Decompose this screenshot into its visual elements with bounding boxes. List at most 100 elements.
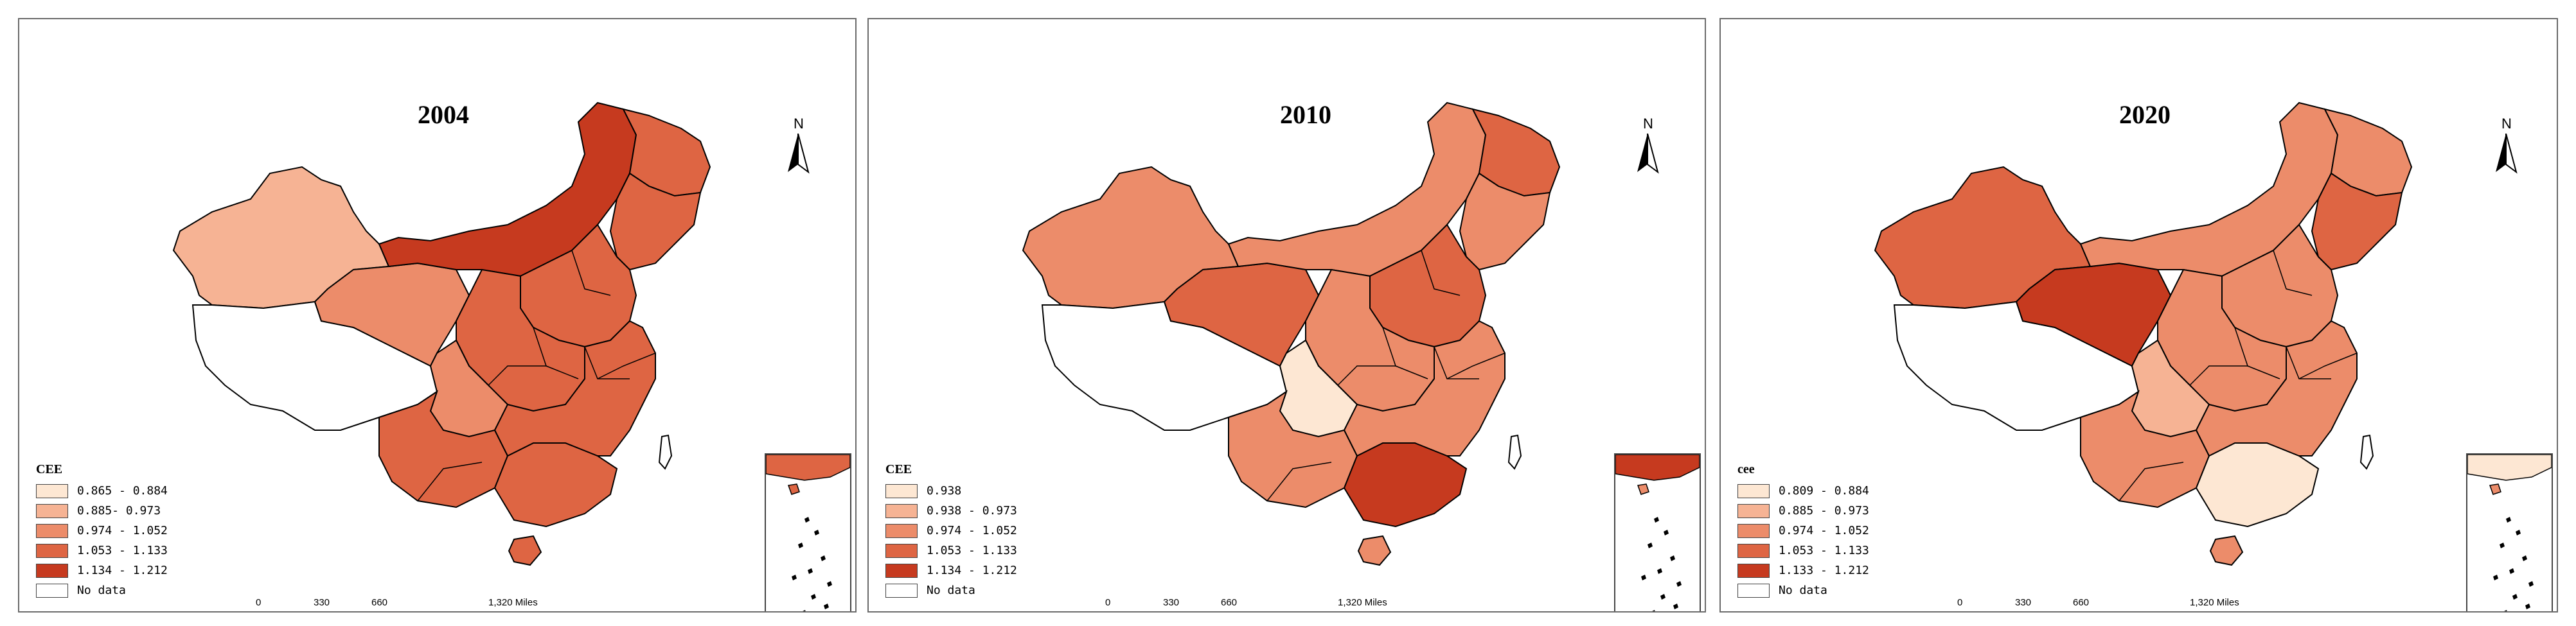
legend-item: 1.053 - 1.133 (36, 541, 168, 561)
legend-item: 1.053 - 1.133 (1737, 541, 1869, 561)
scale-label: 660 (2073, 597, 2090, 608)
legend-title: cee (1737, 462, 1755, 476)
legend-label: 0.974 - 1.052 (1779, 524, 1869, 537)
scale-label: 660 (371, 597, 388, 608)
legend-label: 1.053 - 1.133 (1779, 544, 1869, 557)
map-panel-2010: 2010 N CEE 0.938 0.938 - 0.973 0.974 - 1.052 1… (867, 18, 1706, 613)
legend-item: No data (1737, 580, 1869, 600)
legend-label: 0.885- 0.973 (77, 504, 161, 517)
scale-label: 330 (2015, 597, 2032, 608)
south-china-sea-inset (1614, 453, 1701, 611)
scale-bar: 0 330 660 1,320 Miles (256, 597, 565, 611)
legend-swatch (885, 583, 918, 598)
legend-swatch (1737, 543, 1770, 558)
legend-swatch (1737, 483, 1770, 498)
province-border (1337, 365, 1396, 386)
legend-label: 1.133 - 1.212 (1779, 564, 1869, 577)
scale-label: 0 (256, 597, 262, 608)
map-year-title: 2004 (418, 100, 469, 129)
legend-item: 1.133 - 1.212 (1737, 561, 1869, 580)
map-legend: cee 0.809 - 0.884 0.885 - 0.973 0.974 - 1.0… (1737, 462, 1869, 600)
scale-label: 330 (314, 597, 330, 608)
north-label: N (1643, 116, 1653, 132)
north-arrow-icon: N (1633, 116, 1672, 180)
legend-item: 1.134 - 1.212 (885, 561, 1017, 580)
region-taiwan (658, 434, 673, 470)
scale-label: 1,320 Miles (1338, 597, 1387, 608)
legend-swatch (36, 543, 68, 558)
legend-label: 0.865 - 0.884 (77, 484, 168, 498)
province-border (2189, 365, 2248, 386)
region-hainan (2209, 535, 2244, 566)
legend-label: 1.053 - 1.133 (77, 544, 168, 557)
legend-swatch (36, 483, 68, 498)
map-legend: CEE 0.938 0.938 - 0.973 0.974 - 1.052 1.053 … (885, 462, 1017, 600)
china-map (172, 101, 711, 566)
region-east (493, 320, 656, 457)
legend-item: 1.053 - 1.133 (885, 541, 1017, 561)
scale-label: 330 (1163, 597, 1180, 608)
legend-item: 0.809 - 0.884 (1737, 481, 1869, 501)
region-hainan (1357, 535, 1392, 566)
legend-label: 0.974 - 1.052 (77, 524, 168, 537)
scale-bar: 0 330 660 1,320 Miles (1105, 597, 1415, 611)
north-arrow-icon: N (2492, 116, 2530, 180)
legend-swatch (1737, 523, 1770, 538)
province-border (1446, 352, 1506, 379)
south-china-sea-inset (2466, 453, 2553, 611)
map-year-title: 2020 (2119, 100, 2171, 129)
map-panel-2004: 2004 N CEE 0.865 - 0.884 0.885- 0.973 0.974 -… (18, 18, 857, 613)
legend-swatch (36, 583, 68, 598)
province-border (571, 250, 611, 296)
legend-label: 1.134 - 1.212 (927, 564, 1017, 577)
region-east (2195, 320, 2358, 457)
legend-label: No data (927, 584, 975, 597)
region-east (1343, 320, 1506, 457)
province-border (597, 352, 656, 379)
legend-swatch (1737, 503, 1770, 518)
region-northeast (2311, 172, 2403, 271)
legend-item: 0.885 - 0.973 (1737, 501, 1869, 521)
scale-label: 0 (1105, 597, 1111, 608)
legend-label: No data (1779, 584, 1827, 597)
legend-swatch (36, 523, 68, 538)
legend-swatch (885, 523, 918, 538)
map-year-title: 2010 (1280, 100, 1331, 129)
legend-swatch (885, 563, 918, 578)
scale-bar: 0 330 660 1,320 Miles (1957, 597, 2267, 611)
province-border (2119, 462, 2184, 501)
region-northeast (609, 172, 702, 271)
region-taiwan (1507, 434, 1522, 470)
legend-item: 0.865 - 0.884 (36, 481, 168, 501)
region-northeast (1459, 172, 1551, 271)
legend-swatch (885, 483, 918, 498)
legend-item: 1.134 - 1.212 (36, 561, 168, 580)
legend-item: 0.974 - 1.052 (885, 521, 1017, 541)
legend-label: 0.938 (927, 484, 962, 498)
province-border (2273, 250, 2313, 296)
china-map (1874, 101, 2413, 566)
legend-item: 0.938 - 0.973 (885, 501, 1017, 521)
legend-swatch (885, 543, 918, 558)
region-hainan (508, 535, 542, 566)
legend-item: No data (36, 580, 168, 600)
north-label: N (2501, 116, 2512, 132)
legend-swatch (1737, 583, 1770, 598)
province-border (2298, 352, 2358, 379)
legend-label: 1.053 - 1.133 (927, 544, 1017, 557)
legend-label: No data (77, 584, 126, 597)
north-label: N (794, 116, 804, 132)
north-arrow-icon: N (784, 116, 822, 180)
legend-item: 0.974 - 1.052 (1737, 521, 1869, 541)
scale-label: 0 (1957, 597, 1963, 608)
province-border (488, 365, 546, 386)
scale-label: 1,320 Miles (488, 597, 538, 608)
legend-label: 1.134 - 1.212 (77, 564, 168, 577)
region-taiwan (2359, 434, 2374, 470)
legend-swatch (1737, 563, 1770, 578)
legend-title: CEE (36, 462, 63, 476)
legend-item: 0.974 - 1.052 (36, 521, 168, 541)
legend-swatch (36, 563, 68, 578)
province-border (417, 462, 483, 501)
